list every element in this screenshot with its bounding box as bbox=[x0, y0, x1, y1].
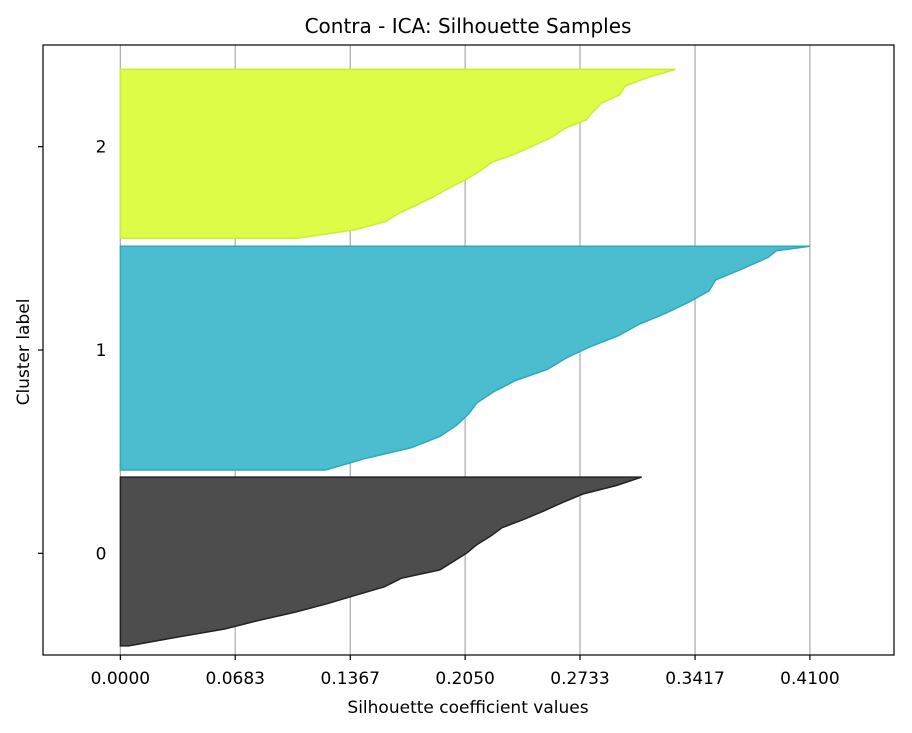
chart-title: Contra - ICA: Silhouette Samples bbox=[305, 14, 632, 38]
cluster-1-area bbox=[119, 245, 810, 471]
x-tick-label-6: 0.4100 bbox=[780, 669, 839, 689]
cluster-areas bbox=[119, 68, 810, 647]
cluster-label-1: 1 bbox=[96, 341, 107, 361]
x-axis-ticks: 0.0000 0.0683 0.1367 0.2050 0.2733 0.3417 0.41… bbox=[91, 655, 840, 689]
cluster-label-0: 0 bbox=[96, 544, 107, 564]
x-tick-label-0: 0.0000 bbox=[91, 669, 150, 689]
y-axis-label: Cluster label bbox=[14, 299, 34, 406]
x-tick-label-5: 0.3417 bbox=[665, 669, 724, 689]
x-axis-label: Silhouette coefficient values bbox=[347, 698, 588, 718]
x-tick-label-2: 0.1367 bbox=[321, 669, 380, 689]
x-tick-label-4: 0.2733 bbox=[550, 669, 609, 689]
y-axis-ticks: 0 1 2 bbox=[38, 138, 107, 564]
x-tick-label-1: 0.0683 bbox=[205, 669, 264, 689]
cluster-2-area bbox=[119, 68, 676, 239]
cluster-label-2: 2 bbox=[96, 138, 107, 158]
cluster-0-area bbox=[119, 476, 642, 647]
x-tick-label-3: 0.2050 bbox=[435, 669, 494, 689]
